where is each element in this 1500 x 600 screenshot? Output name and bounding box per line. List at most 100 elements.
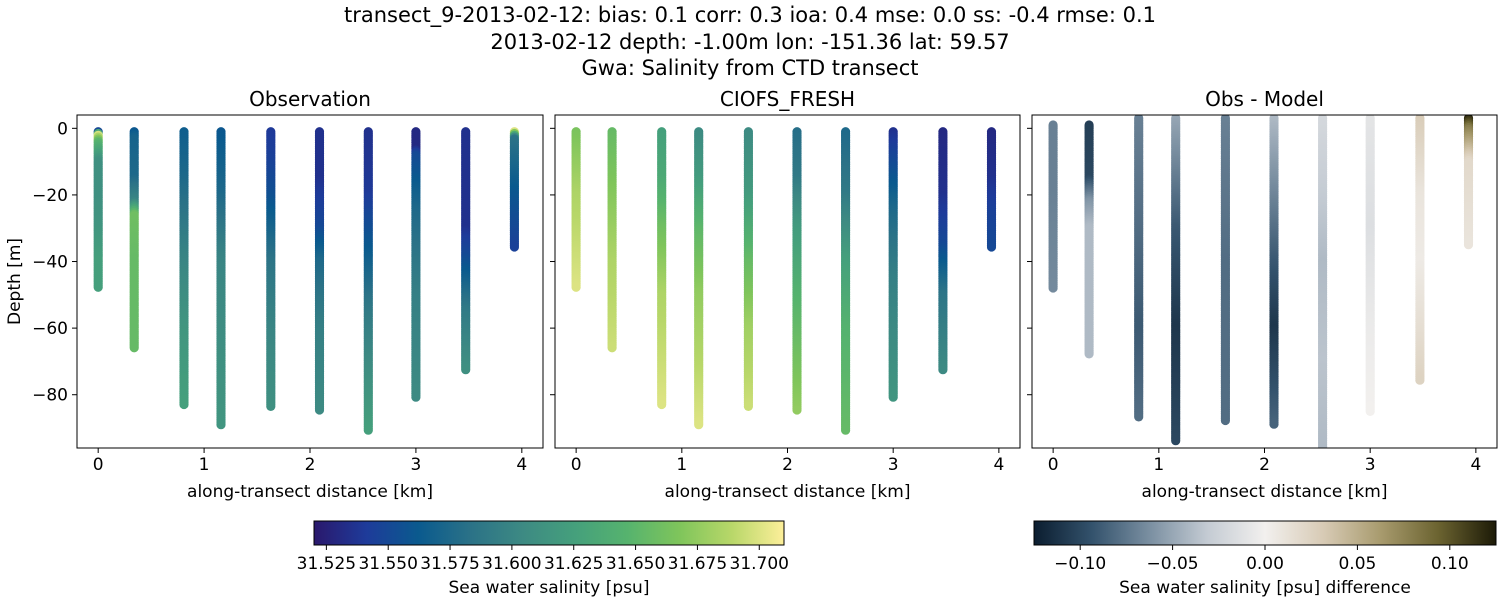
cast-8	[888, 127, 898, 402]
data-point	[179, 399, 189, 410]
data-point	[986, 242, 997, 252]
colorbar-tick-label: −0.05	[1147, 554, 1199, 574]
cast-9	[461, 127, 471, 375]
x-tick-label: 4	[993, 455, 1004, 475]
data-point	[1220, 415, 1230, 426]
figure-title-line-1: transect_9-2013-02-12: bias: 0.1 corr: 0…	[344, 3, 1156, 27]
data-point	[411, 392, 421, 402]
data-point	[509, 242, 519, 252]
colorbar-tick-label: 0.10	[1431, 554, 1469, 574]
data-point	[129, 343, 139, 353]
difference-colorbar: −0.10 −0.05 0.00 0.05 0.10 Sea water salinity…	[1033, 520, 1497, 598]
cast-1	[1048, 120, 1058, 293]
x-axis-label: along-transect distance [km]	[665, 482, 911, 502]
cast-10	[1463, 115, 1474, 250]
cast-10	[986, 127, 997, 252]
colorbar-tick-label: 31.675	[668, 554, 727, 574]
cast-9	[1415, 115, 1425, 385]
scatter-points	[571, 127, 997, 435]
x-tick-label: 2	[782, 455, 793, 475]
figure-title-line-2: 2013-02-12 depth: -1.00m lon: -151.36 la…	[490, 30, 1010, 54]
y-tick-label: −80	[32, 386, 68, 406]
x-tick-label: 3	[410, 455, 421, 475]
data-point	[792, 405, 802, 415]
cast-4	[694, 127, 704, 430]
data-point	[363, 425, 373, 435]
data-point	[1365, 406, 1375, 416]
colorbar-tick-label: 31.550	[358, 554, 417, 574]
data-point	[938, 365, 948, 375]
scatter-points	[93, 127, 519, 435]
colorbar-tick-label: 31.575	[420, 554, 479, 574]
cast-5	[266, 127, 276, 411]
y-tick-label: 0	[57, 119, 68, 139]
x-tick-label: 0	[93, 455, 104, 475]
data-point	[216, 420, 226, 430]
colorbar-tick-label: 31.700	[730, 554, 789, 574]
data-point	[571, 282, 581, 292]
x-tick-label: 4	[516, 455, 527, 475]
cast-7	[841, 127, 851, 435]
colorbar-tick-label: −0.10	[1054, 554, 1106, 574]
data-point	[1318, 443, 1328, 448]
panel-title: Obs - Model	[1205, 87, 1324, 111]
cast-3	[657, 127, 667, 410]
data-point	[314, 405, 325, 415]
x-tick-label: 2	[305, 455, 316, 475]
colorbar-gradient	[1033, 520, 1497, 546]
data-point	[1415, 375, 1425, 385]
panel-3: 0 1 2 3 4 Obs - Model along-transect distance …	[1027, 87, 1498, 502]
cast-7	[1318, 115, 1328, 448]
data-point	[461, 365, 471, 375]
colorbar-label: Sea water salinity [psu]	[449, 578, 650, 598]
data-point	[657, 399, 667, 410]
y-tick-label: −40	[32, 253, 68, 273]
colorbar-tick-label: 31.625	[544, 554, 603, 574]
data-point	[888, 392, 898, 402]
data-point	[607, 343, 617, 353]
colorbar-tick-label: 31.600	[482, 554, 541, 574]
panel-title: Observation	[249, 87, 371, 111]
cast-4	[1171, 115, 1181, 446]
data-point	[1048, 283, 1058, 293]
y-tick-label: −20	[32, 186, 68, 206]
x-tick-label: 0	[571, 455, 582, 475]
cast-10	[509, 127, 519, 252]
colorbar-tick-label: 31.650	[606, 554, 665, 574]
x-tick-label: 1	[199, 455, 210, 475]
cast-2	[129, 127, 139, 353]
data-point	[1134, 412, 1144, 422]
x-axis-label: along-transect distance [km]	[187, 482, 433, 502]
colorbar-tick-label: 0.00	[1246, 554, 1284, 574]
colorbar-tick-label: 31.525	[297, 554, 356, 574]
salinity-colorbar: 31.525 31.550 31.575 31.600 31.625 31.650 31.6…	[297, 520, 789, 598]
colorbar-label: Sea water salinity [psu] difference	[1119, 578, 1411, 598]
cast-6	[314, 127, 325, 415]
data-point	[266, 401, 276, 411]
data-point	[1463, 240, 1474, 250]
panel-1: 0 1 2 3 4 0 −20 −40 −60 −80 Observation along-trans…	[5, 87, 544, 502]
data-point	[743, 401, 754, 411]
x-axis-label: along-transect distance [km]	[1142, 482, 1388, 502]
data-point	[1084, 349, 1094, 359]
cast-2	[607, 127, 617, 353]
cast-5	[1220, 115, 1230, 426]
axes-frame	[76, 114, 544, 449]
x-tick-label: 3	[1365, 455, 1376, 475]
cast-6	[1269, 115, 1279, 429]
data-point	[1269, 419, 1279, 429]
x-tick-label: 3	[888, 455, 899, 475]
cast-9	[938, 127, 948, 375]
x-tick-label: 0	[1048, 455, 1059, 475]
cast-3	[1134, 115, 1144, 422]
cast-5	[743, 127, 754, 411]
panel-title: CIOFS_FRESH	[720, 87, 855, 111]
cast-2	[1084, 120, 1094, 359]
cast-1	[571, 127, 581, 292]
cast-8	[411, 127, 421, 402]
axes-frame	[1031, 114, 1498, 449]
cast-1	[93, 127, 103, 292]
data-point	[1171, 436, 1181, 446]
x-tick-label: 4	[1470, 455, 1481, 475]
